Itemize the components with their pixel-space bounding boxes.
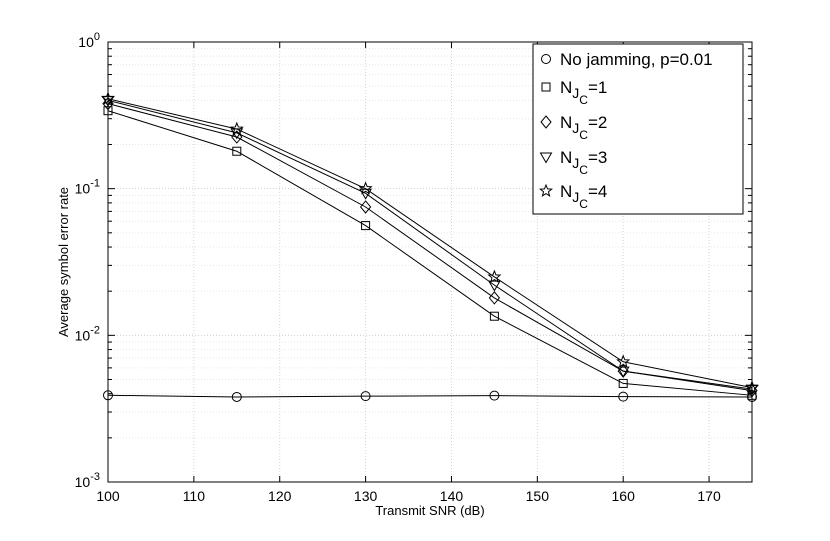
y-tick-label: 10-2 <box>75 324 100 343</box>
legend-box <box>532 43 744 215</box>
legend-label-njc-1: NJC=1 <box>560 78 607 107</box>
legend-marker-njc-1 <box>541 82 551 92</box>
x-axis-label: Transmit SNR (dB) <box>375 503 484 518</box>
data-point-njc-3 <box>488 280 501 292</box>
data-point-no-jamming <box>103 390 113 401</box>
data-point-njc-4 <box>100 91 116 105</box>
y-axis-label: Average symbol error rate <box>56 187 71 337</box>
y-tick-label: 10-3 <box>75 471 100 490</box>
series-line-njc-4 <box>107 98 753 389</box>
x-tick-label: 150 <box>526 488 550 504</box>
legend-label-njc-2: NJC=2 <box>560 113 607 142</box>
x-tick-label: 170 <box>697 488 721 504</box>
data-point-njc-4 <box>358 181 373 195</box>
legend-label-njc-3: NJC=3 <box>560 148 607 177</box>
data-point-no-jamming <box>360 391 371 402</box>
data-point-njc-4 <box>487 269 502 283</box>
data-point-njc-4 <box>744 380 760 394</box>
legend-marker-njc-2 <box>540 115 552 129</box>
y-tick-label: 10-1 <box>75 178 100 197</box>
data-point-njc-1 <box>232 146 242 156</box>
data-point-njc-3 <box>359 188 372 200</box>
data-point-njc-3 <box>616 366 630 378</box>
legend-label-no-jamming: No jamming, p=0.01 <box>560 50 713 69</box>
x-tick-label: 120 <box>268 488 292 504</box>
x-tick-label: 140 <box>440 488 464 504</box>
x-tick-label: 130 <box>354 488 378 504</box>
series-line-njc-1 <box>107 110 753 396</box>
data-point-njc-4 <box>229 121 244 135</box>
series-layer <box>100 91 760 402</box>
data-point-no-jamming <box>618 391 629 402</box>
legend-marker-njc-4 <box>538 183 554 197</box>
series-njc-4 <box>100 91 760 394</box>
data-point-njc-1 <box>618 378 628 388</box>
data-point-njc-4 <box>616 354 631 368</box>
plot-frame <box>107 41 753 483</box>
legend-marker-njc-3 <box>539 152 553 164</box>
series-line-njc-3 <box>107 99 753 390</box>
data-point-njc-1 <box>747 390 757 400</box>
data-point-njc-1 <box>361 221 371 231</box>
axes: 100 110 120 130 140 150 160 170 100 10-1 10-2 10-3 <box>75 31 752 504</box>
data-point-no-jamming <box>231 391 242 402</box>
series-njc-1 <box>103 106 757 400</box>
y-tick-label: 100 <box>78 31 100 50</box>
legend-marker-no-jamming <box>541 54 551 64</box>
series-no-jamming <box>103 390 757 402</box>
legend: No jamming, p=0.01 NJC=1 NJC=2 NJC=3 NJC=4 <box>532 43 744 215</box>
data-point-njc-1 <box>489 311 499 321</box>
x-tick-label: 160 <box>612 488 636 504</box>
series-line-no-jamming <box>107 394 753 398</box>
x-tick-label: 100 <box>96 488 120 504</box>
x-tick-label: 110 <box>183 488 206 504</box>
legend-label-njc-4: NJC=4 <box>560 182 607 211</box>
data-point-njc-2 <box>488 291 501 305</box>
data-point-no-jamming <box>489 390 500 401</box>
data-point-njc-2 <box>359 200 372 214</box>
